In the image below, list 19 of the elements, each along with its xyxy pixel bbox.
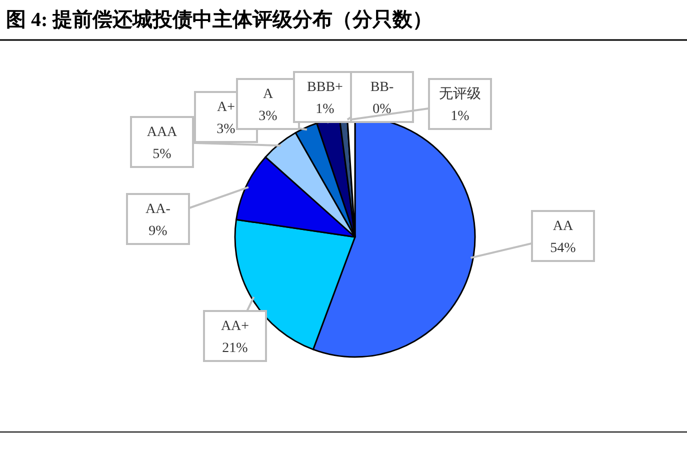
slice-label: BBB+ bbox=[307, 80, 344, 95]
data-label: 3% bbox=[216, 122, 236, 137]
slice-label: A+ bbox=[216, 100, 236, 115]
slice-label: AA- bbox=[146, 202, 171, 217]
data-label: 9% bbox=[148, 224, 168, 239]
data-label: 1% bbox=[316, 102, 335, 117]
slice-label: AA bbox=[552, 219, 574, 234]
slice-label: A bbox=[262, 87, 274, 102]
text: 0% bbox=[372, 102, 392, 117]
chart-title: 图 4: 提前偿还城投债中主体评级分布（分只数） bbox=[6, 8, 433, 31]
slice-label: AA+ bbox=[220, 319, 250, 334]
category-label: BB- bbox=[370, 80, 394, 95]
slice-label: 无评级 bbox=[439, 86, 481, 102]
data-label: 1% bbox=[450, 109, 470, 124]
data-label: 5% bbox=[152, 147, 172, 162]
data-label: 54% bbox=[550, 241, 576, 256]
data-label: 21% bbox=[222, 341, 248, 356]
slice-label: AAA bbox=[146, 125, 178, 140]
data-label: 3% bbox=[258, 109, 278, 124]
